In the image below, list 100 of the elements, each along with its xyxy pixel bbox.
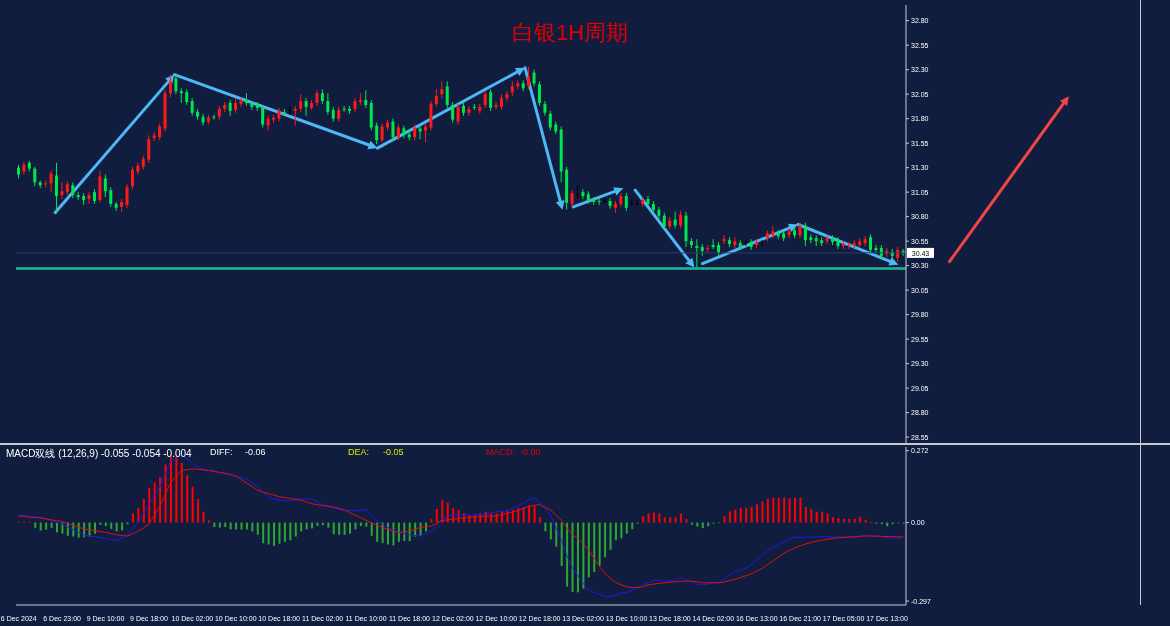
candlestick — [657, 206, 661, 221]
annotation: DIFF: — [210, 447, 233, 457]
bar — [609, 522, 612, 550]
bar — [528, 505, 531, 523]
bar — [647, 513, 650, 523]
bar — [690, 522, 693, 525]
candlestick — [429, 100, 433, 131]
candlestick — [836, 236, 840, 250]
candlestick — [147, 134, 151, 164]
bar — [343, 522, 346, 535]
bar — [544, 522, 547, 532]
bar — [739, 508, 742, 523]
bar — [815, 511, 818, 523]
bar — [652, 512, 655, 523]
bar — [169, 456, 172, 523]
annotation: MACD: — [486, 447, 515, 457]
candlestick — [342, 105, 346, 113]
bar — [273, 522, 276, 546]
bar — [148, 487, 151, 523]
bar — [278, 522, 281, 544]
bar — [251, 522, 254, 532]
bar — [625, 522, 628, 534]
annotation: MACD双线 (12,26,9) -0.055 -0.054 -0.004 — [6, 447, 192, 461]
annotation: -0.06 — [245, 447, 266, 457]
candlestick — [228, 99, 232, 117]
bar — [723, 516, 726, 523]
bar — [788, 498, 791, 523]
bar — [832, 517, 835, 523]
candlestick — [212, 114, 216, 121]
bar — [837, 518, 840, 523]
bar — [175, 456, 178, 523]
candlestick — [825, 234, 829, 245]
bar — [365, 522, 368, 527]
annotation: DEA: — [348, 447, 370, 457]
candlestick — [293, 105, 297, 127]
bar — [593, 522, 596, 572]
bar — [180, 462, 183, 523]
bar — [207, 520, 210, 523]
candlestick — [874, 244, 878, 254]
candlestick — [125, 183, 129, 209]
bar — [566, 522, 569, 587]
bar — [522, 507, 525, 523]
bar — [777, 497, 780, 523]
candlestick — [863, 235, 867, 247]
candlestick — [505, 90, 509, 102]
bar — [45, 522, 48, 530]
bar — [842, 518, 845, 523]
bar — [376, 522, 379, 542]
bar — [137, 508, 140, 523]
bar — [772, 497, 775, 523]
bar — [435, 508, 438, 523]
bar — [598, 522, 601, 566]
candlestick — [266, 115, 270, 131]
candlestick — [869, 233, 873, 254]
bar — [734, 509, 737, 523]
bar — [202, 511, 205, 523]
bar — [560, 522, 563, 566]
candlestick — [60, 181, 64, 200]
candlestick — [109, 186, 113, 208]
bar — [110, 522, 113, 529]
candlestick — [54, 162, 58, 215]
line-series — [18, 468, 904, 589]
bar — [685, 519, 688, 523]
bar — [756, 504, 759, 523]
bar — [587, 522, 590, 578]
bar — [517, 508, 520, 523]
bar — [506, 510, 509, 523]
bar — [267, 522, 270, 545]
bar — [327, 522, 330, 528]
bar — [745, 508, 748, 523]
bar — [582, 522, 585, 589]
text: 白银1H周期 — [510, 19, 630, 47]
bar — [669, 517, 672, 523]
candlestick — [445, 80, 449, 109]
candlestick — [451, 101, 455, 124]
candlestick — [456, 103, 460, 126]
bar — [783, 497, 786, 523]
candlestick — [103, 174, 107, 198]
candlestick — [239, 97, 243, 108]
bar — [642, 516, 645, 523]
bar — [696, 522, 699, 527]
candlestick — [130, 166, 134, 190]
bar — [826, 513, 829, 523]
bar — [821, 511, 824, 523]
candlestick — [168, 74, 172, 98]
bar — [631, 522, 634, 530]
bar — [332, 522, 335, 535]
bar — [186, 475, 189, 523]
candlestick — [49, 170, 53, 193]
bar — [500, 511, 503, 523]
bar — [289, 522, 292, 541]
candlestick — [136, 162, 140, 176]
candlestick — [87, 191, 91, 205]
candlestick — [326, 92, 330, 116]
candlestick — [467, 105, 471, 117]
candlestick — [722, 234, 726, 245]
bar — [859, 516, 862, 523]
bar — [663, 517, 666, 523]
bar — [218, 522, 221, 528]
candlestick — [261, 104, 265, 128]
